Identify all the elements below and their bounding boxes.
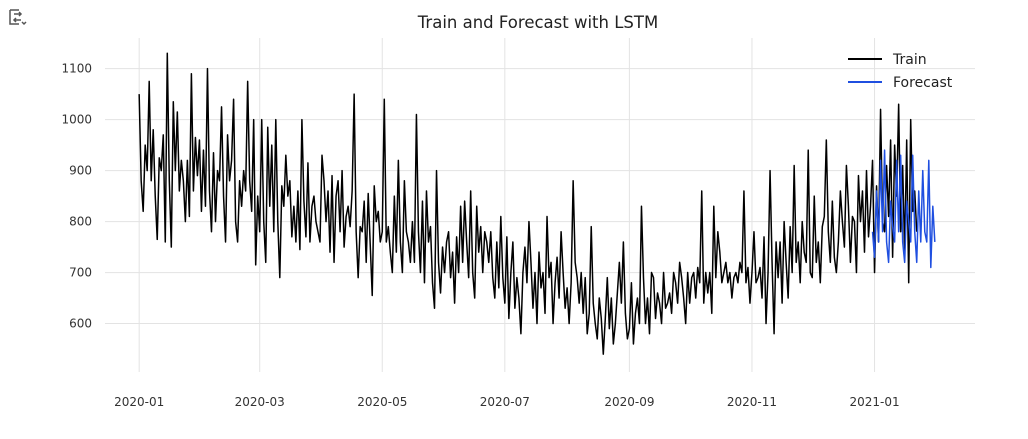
series-line-forecast <box>871 149 936 269</box>
series-line-train <box>138 52 918 355</box>
x-tick-label: 2020-11 <box>727 395 777 409</box>
y-tick-label: 600 <box>69 317 92 331</box>
chart-title: Train and Forecast with LSTM <box>417 13 658 32</box>
legend: Train Forecast <box>848 52 953 91</box>
y-tick-label: 900 <box>69 164 92 178</box>
x-tick-label: 2020-01 <box>114 395 164 409</box>
y-tick-label: 1000 <box>61 113 92 127</box>
x-tick-label: 2020-05 <box>357 395 407 409</box>
legend-train-label: Train <box>892 52 927 68</box>
grid <box>105 38 975 372</box>
x-tick-label: 2021-01 <box>849 395 899 409</box>
x-tick-label: 2020-07 <box>480 395 530 409</box>
y-tick-label: 1100 <box>61 62 92 76</box>
legend-forecast-label: Forecast <box>893 75 953 91</box>
y-tick-label: 700 <box>69 266 92 280</box>
x-tick-label: 2020-09 <box>604 395 654 409</box>
x-tick-label: 2020-03 <box>235 395 285 409</box>
output-toggle-icon[interactable] <box>6 6 28 28</box>
y-tick-label: 800 <box>69 215 92 229</box>
axes: 2020-01 2020-03 2020-05 2020-07 2020-09 2020-… <box>61 62 899 409</box>
series <box>138 52 936 355</box>
